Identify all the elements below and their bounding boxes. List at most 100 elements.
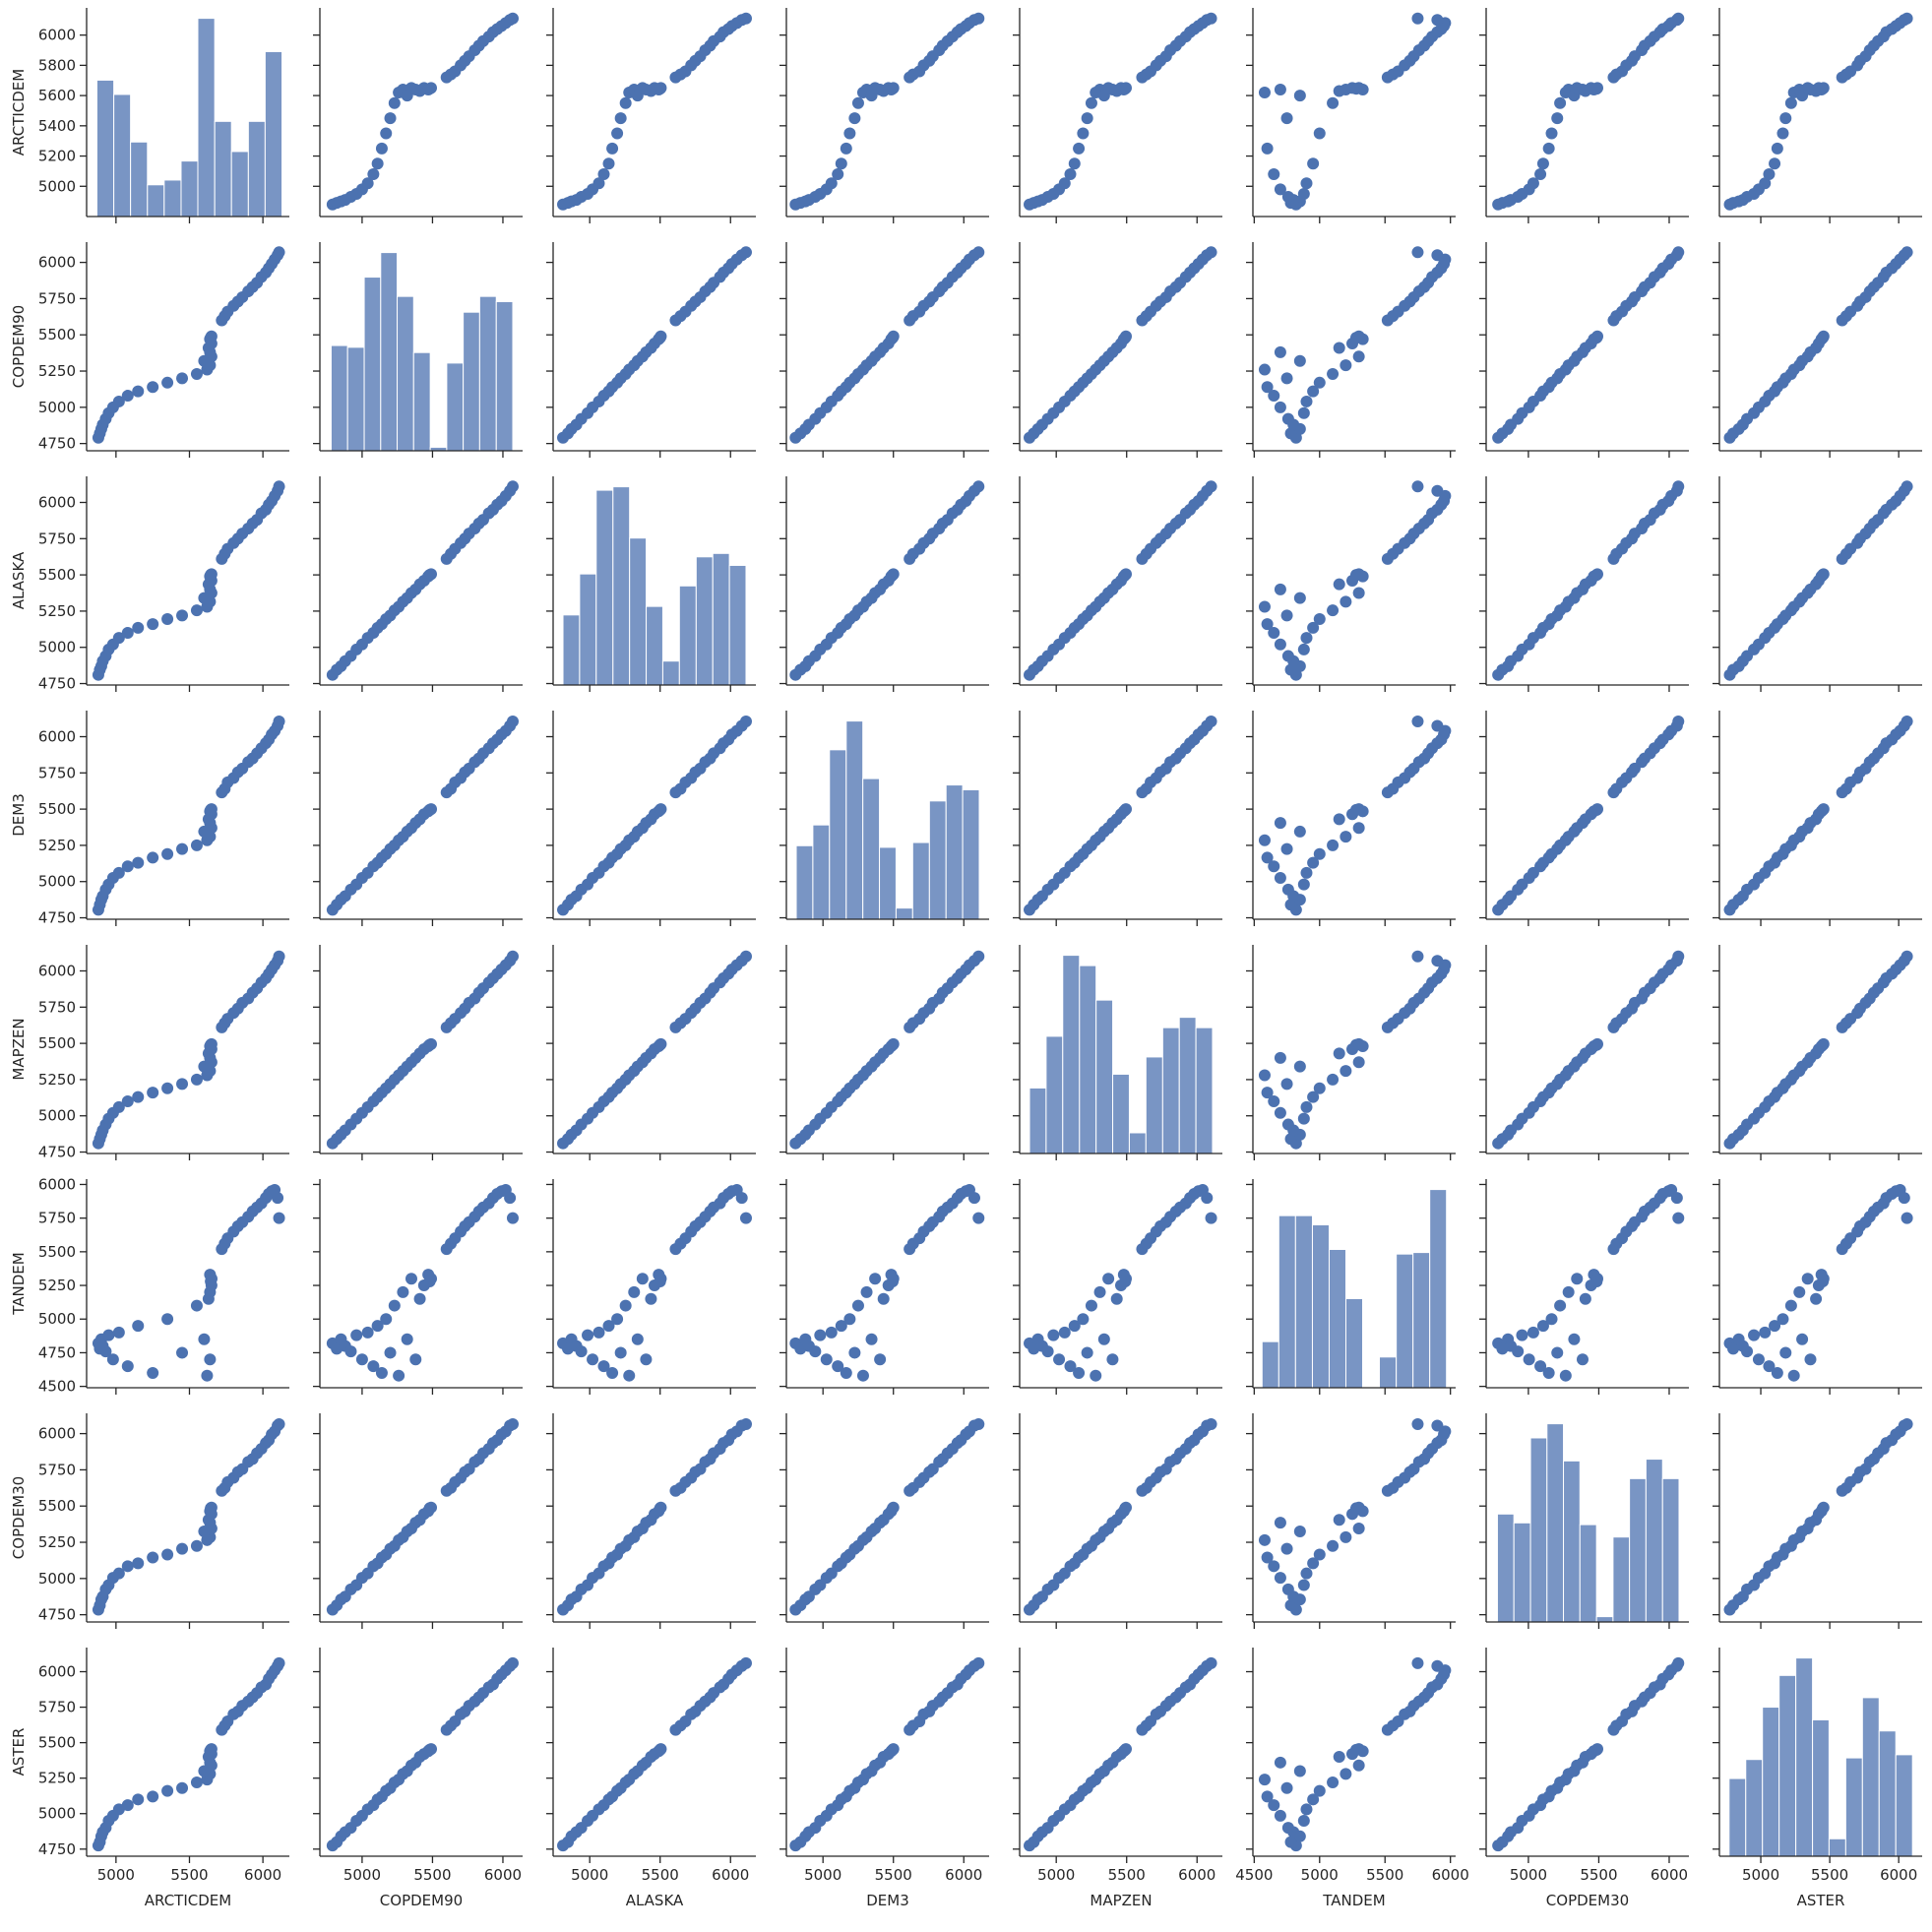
scatter-point (582, 1329, 594, 1341)
panel (313, 1413, 523, 1629)
x-tick-label: 5000 (571, 1866, 608, 1884)
scatter-point (1352, 1037, 1365, 1050)
scatter-point (1901, 716, 1913, 728)
scatter-point (1527, 1326, 1539, 1339)
scatter-point (1352, 1743, 1365, 1756)
scatter-point (1340, 595, 1352, 608)
scatter-point (425, 803, 438, 816)
histogram-bar (1311, 1224, 1330, 1389)
x-tick-label: 5500 (413, 1866, 451, 1884)
scatter-point (1804, 1353, 1817, 1366)
scatter-point (388, 96, 401, 109)
scatter-point (654, 1501, 667, 1514)
x-tick-label: 5000 (1037, 1866, 1075, 1884)
histogram-bar (463, 311, 480, 452)
x-tick-label: 4500 (1235, 1866, 1273, 1884)
histogram-bar (1828, 1838, 1846, 1857)
scatter-point (1281, 1118, 1294, 1131)
histogram-bar (1379, 1356, 1398, 1389)
scatter-point (1333, 342, 1345, 354)
y-tick-label: 6000 (38, 963, 76, 980)
x-axis-label: MAPZEN (1090, 1892, 1152, 1909)
histogram-bar (1878, 1730, 1897, 1857)
scatter-point (835, 157, 847, 170)
histogram-bar (346, 346, 365, 452)
scatter-point (273, 1418, 285, 1431)
x-axis-label: ASTER (1797, 1892, 1845, 1909)
scatter-point (361, 177, 374, 190)
scatter-point (825, 1326, 838, 1339)
scatter-point (375, 1366, 388, 1379)
scatter-point (205, 1501, 218, 1514)
scatter-point (1106, 1353, 1119, 1366)
scatter-point (121, 627, 134, 639)
scatter-point (132, 1320, 145, 1333)
y-tick-label: 5200 (38, 148, 76, 165)
scatter-point (425, 1743, 438, 1756)
histogram-bar (1762, 1707, 1780, 1857)
scatter-point (856, 1369, 869, 1382)
scatter-point (1779, 1346, 1792, 1359)
scatter-point (1093, 1285, 1106, 1298)
scatter-point (1201, 1192, 1214, 1205)
histogram-bar (495, 301, 514, 452)
y-tick-label: 5750 (38, 289, 76, 307)
scatter-point (1280, 372, 1293, 385)
scatter-point (887, 1743, 900, 1756)
scatter-point (1898, 1192, 1910, 1205)
histogram-bar (812, 824, 831, 920)
scatter-point (161, 1784, 174, 1797)
histogram-bar (380, 252, 399, 452)
y-axis-label: COPDEM90 (10, 305, 28, 388)
scatter-point (1591, 1743, 1604, 1756)
scatter-point (1545, 1313, 1558, 1326)
scatter-point (1901, 1212, 1913, 1224)
y-tick-label: 5750 (38, 530, 76, 547)
scatter-point (1081, 112, 1093, 125)
scatter-point (1352, 82, 1365, 94)
scatter-point (1431, 955, 1444, 967)
scatter-point (112, 632, 125, 645)
scatter-point (1327, 1073, 1340, 1086)
histogram-bar (928, 800, 947, 920)
histogram-bar (1778, 1674, 1797, 1857)
scatter-point (1281, 1822, 1294, 1835)
scatter-point (201, 1369, 214, 1382)
scatter-point (1274, 345, 1286, 358)
scatter-point (1327, 1776, 1340, 1789)
scatter-point (176, 1078, 189, 1091)
scatter-point (1340, 359, 1352, 372)
histogram-bar (562, 614, 581, 686)
scatter-point (1300, 1803, 1313, 1816)
scatter-point (506, 12, 519, 25)
x-tick-label: 6000 (244, 1866, 281, 1884)
scatter-point (1327, 367, 1340, 380)
scatter-point (825, 177, 838, 190)
scatter-point (1280, 112, 1293, 125)
histogram-bar (130, 141, 149, 218)
panel: 5000 5500 6000 (546, 1648, 756, 1884)
scatter-point (102, 1329, 115, 1341)
panel (1246, 1179, 1456, 1395)
scatter-point (614, 1346, 627, 1359)
histogram-bar (678, 585, 697, 686)
panel (1246, 476, 1456, 692)
panel: 4750 5000 5250 5500 5750 6000 (38, 242, 289, 458)
scatter-point (1352, 803, 1365, 816)
scatter-point (611, 1313, 624, 1326)
histogram-bar (1344, 1297, 1364, 1389)
panel (1246, 1413, 1456, 1629)
scatter-point (1120, 1273, 1133, 1285)
y-tick-label: 5750 (38, 764, 76, 781)
scatter-point (1261, 381, 1274, 394)
scatter-point (1205, 716, 1217, 728)
y-tick-label: 5250 (38, 602, 76, 620)
scatter-point (1327, 96, 1340, 109)
scatter-point (506, 480, 519, 493)
histogram-bar (1612, 1536, 1631, 1623)
y-tick-label: 5250 (38, 837, 76, 854)
scatter-point (848, 112, 861, 125)
scatter-point (1801, 1273, 1814, 1285)
scatter-point (972, 246, 985, 259)
histogram-bar (1745, 1759, 1764, 1857)
